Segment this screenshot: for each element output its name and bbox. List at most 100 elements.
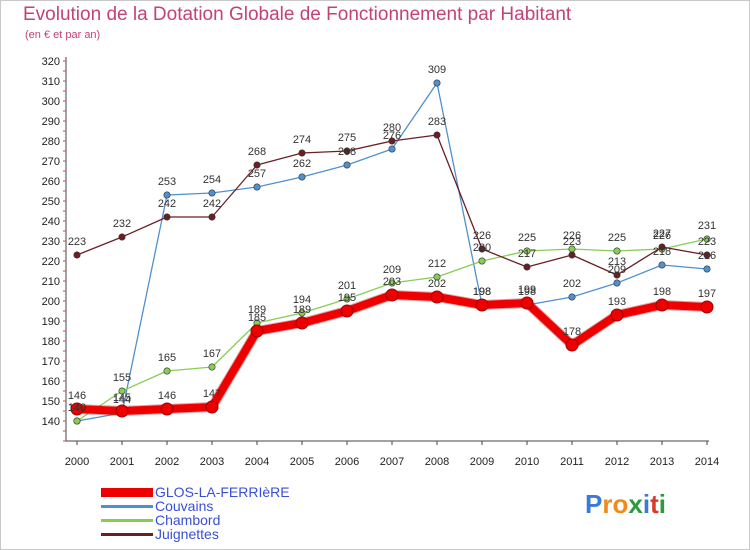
data-label-juignettes: 223: [563, 236, 581, 248]
data-label-juignettes: 275: [338, 132, 356, 144]
data-label-couvains: 202: [563, 278, 581, 290]
data-label-glos-la-ferri-re: 203: [383, 276, 401, 288]
y-tick-label: 280: [42, 136, 60, 148]
data-label-glos-la-ferri-re: 198: [473, 286, 491, 298]
data-label-glos-la-ferri-re: 189: [293, 304, 311, 316]
data-point-glos-la-ferri-re: [520, 296, 534, 310]
y-tick-label: 240: [42, 216, 60, 228]
data-point-glos-la-ferri-re: [205, 400, 219, 414]
data-label-chambord: 201: [338, 280, 356, 292]
y-tick-label: 140: [42, 416, 60, 428]
data-label-juignettes: 274: [293, 134, 311, 146]
data-label-couvains: 276: [383, 130, 401, 142]
data-point-couvains: [388, 145, 396, 153]
data-point-juignettes: [478, 245, 486, 253]
data-label-chambord: 225: [608, 232, 626, 244]
y-tick-label: 210: [42, 276, 60, 288]
legend-swatch: [101, 488, 153, 497]
data-point-chambord: [388, 279, 396, 287]
data-label-chambord: 209: [383, 264, 401, 276]
data-label-chambord: 231: [698, 220, 716, 232]
x-tick-label: 2009: [470, 456, 494, 468]
data-point-chambord: [523, 247, 531, 255]
data-label-couvains: 262: [293, 158, 311, 170]
series-layer: [70, 79, 714, 425]
data-point-couvains: [208, 189, 216, 197]
legend-label: Couvains: [155, 498, 214, 514]
data-point-couvains: [253, 183, 261, 191]
data-label-chambord: 226: [563, 230, 581, 242]
data-label-chambord: 140: [68, 402, 86, 414]
data-label-juignettes: 223: [68, 236, 86, 248]
legend-swatch: [101, 505, 153, 508]
data-label-couvains: 144: [113, 394, 131, 406]
data-point-juignettes: [613, 271, 621, 279]
data-point-couvains: [163, 191, 171, 199]
data-point-juignettes: [388, 137, 396, 145]
y-tick-label: 150: [42, 396, 60, 408]
data-point-chambord: [613, 247, 621, 255]
chart-subtitle: (en € et par an): [25, 29, 101, 41]
y-tick-label: 300: [42, 96, 60, 108]
data-point-chambord: [298, 309, 306, 317]
data-point-couvains: [568, 293, 576, 301]
chart-title: Evolution de la Dotation Globale de Fonc…: [23, 4, 572, 25]
y-tick-label: 180: [42, 336, 60, 348]
data-point-glos-la-ferri-re: [340, 304, 354, 318]
data-point-couvains: [433, 79, 441, 87]
data-label-couvains: 209: [608, 264, 626, 276]
data-label-glos-la-ferri-re: 198: [653, 286, 671, 298]
x-tick-label: 2010: [515, 456, 539, 468]
y-tick-label: 170: [42, 356, 60, 368]
logo-letter: t: [650, 489, 659, 519]
data-point-chambord: [73, 417, 81, 425]
legend-label: GLOS-LA-FERRIèRE: [155, 484, 290, 500]
data-label-juignettes: 283: [428, 116, 446, 128]
data-point-glos-la-ferri-re: [385, 288, 399, 302]
logo-letter: r: [602, 489, 613, 519]
data-label-chambord: 220: [473, 242, 491, 254]
data-label-glos-la-ferri-re: 147: [203, 388, 221, 400]
data-label-juignettes: 223: [698, 236, 716, 248]
data-label-glos-la-ferri-re: 185: [248, 312, 266, 324]
data-label-chambord: 226: [653, 230, 671, 242]
data-label-couvains: 218: [653, 246, 671, 258]
data-label-couvains: 268: [338, 146, 356, 158]
x-tick-label: 2001: [110, 456, 134, 468]
y-tick-label: 190: [42, 316, 60, 328]
data-label-chambord: 155: [113, 372, 131, 384]
proxiti-logo: Proxiti: [585, 489, 666, 520]
y-tick-label: 230: [42, 236, 60, 248]
data-point-juignettes: [208, 213, 216, 221]
data-label-chambord: 212: [428, 258, 446, 270]
y-tick-label: 220: [42, 256, 60, 268]
x-tick-label: 2003: [200, 456, 224, 468]
data-point-couvains: [343, 161, 351, 169]
x-tick-label: 2004: [245, 456, 269, 468]
legend-label: Chambord: [155, 512, 221, 528]
data-point-glos-la-ferri-re: [475, 298, 489, 312]
data-point-chambord: [163, 367, 171, 375]
x-tick-label: 2005: [290, 456, 314, 468]
data-point-chambord: [118, 387, 126, 395]
data-label-juignettes: 280: [383, 122, 401, 134]
data-point-couvains: [298, 173, 306, 181]
data-point-juignettes: [658, 243, 666, 251]
data-label-chambord: 165: [158, 352, 176, 364]
data-point-juignettes: [433, 131, 441, 139]
x-tick-label: 2006: [335, 456, 359, 468]
legend-swatch: [101, 533, 153, 536]
data-label-chambord: 194: [293, 294, 311, 306]
data-point-glos-la-ferri-re: [565, 338, 579, 352]
data-point-chambord: [433, 273, 441, 281]
y-tick-label: 270: [42, 156, 60, 168]
x-tick-label: 2000: [65, 456, 89, 468]
data-point-glos-la-ferri-re: [115, 404, 129, 418]
data-label-glos-la-ferri-re: 146: [158, 390, 176, 402]
data-point-juignettes: [118, 233, 126, 241]
data-point-glos-la-ferri-re: [160, 402, 174, 416]
logo-letter: x: [628, 489, 643, 519]
data-label-juignettes: 227: [653, 228, 671, 240]
